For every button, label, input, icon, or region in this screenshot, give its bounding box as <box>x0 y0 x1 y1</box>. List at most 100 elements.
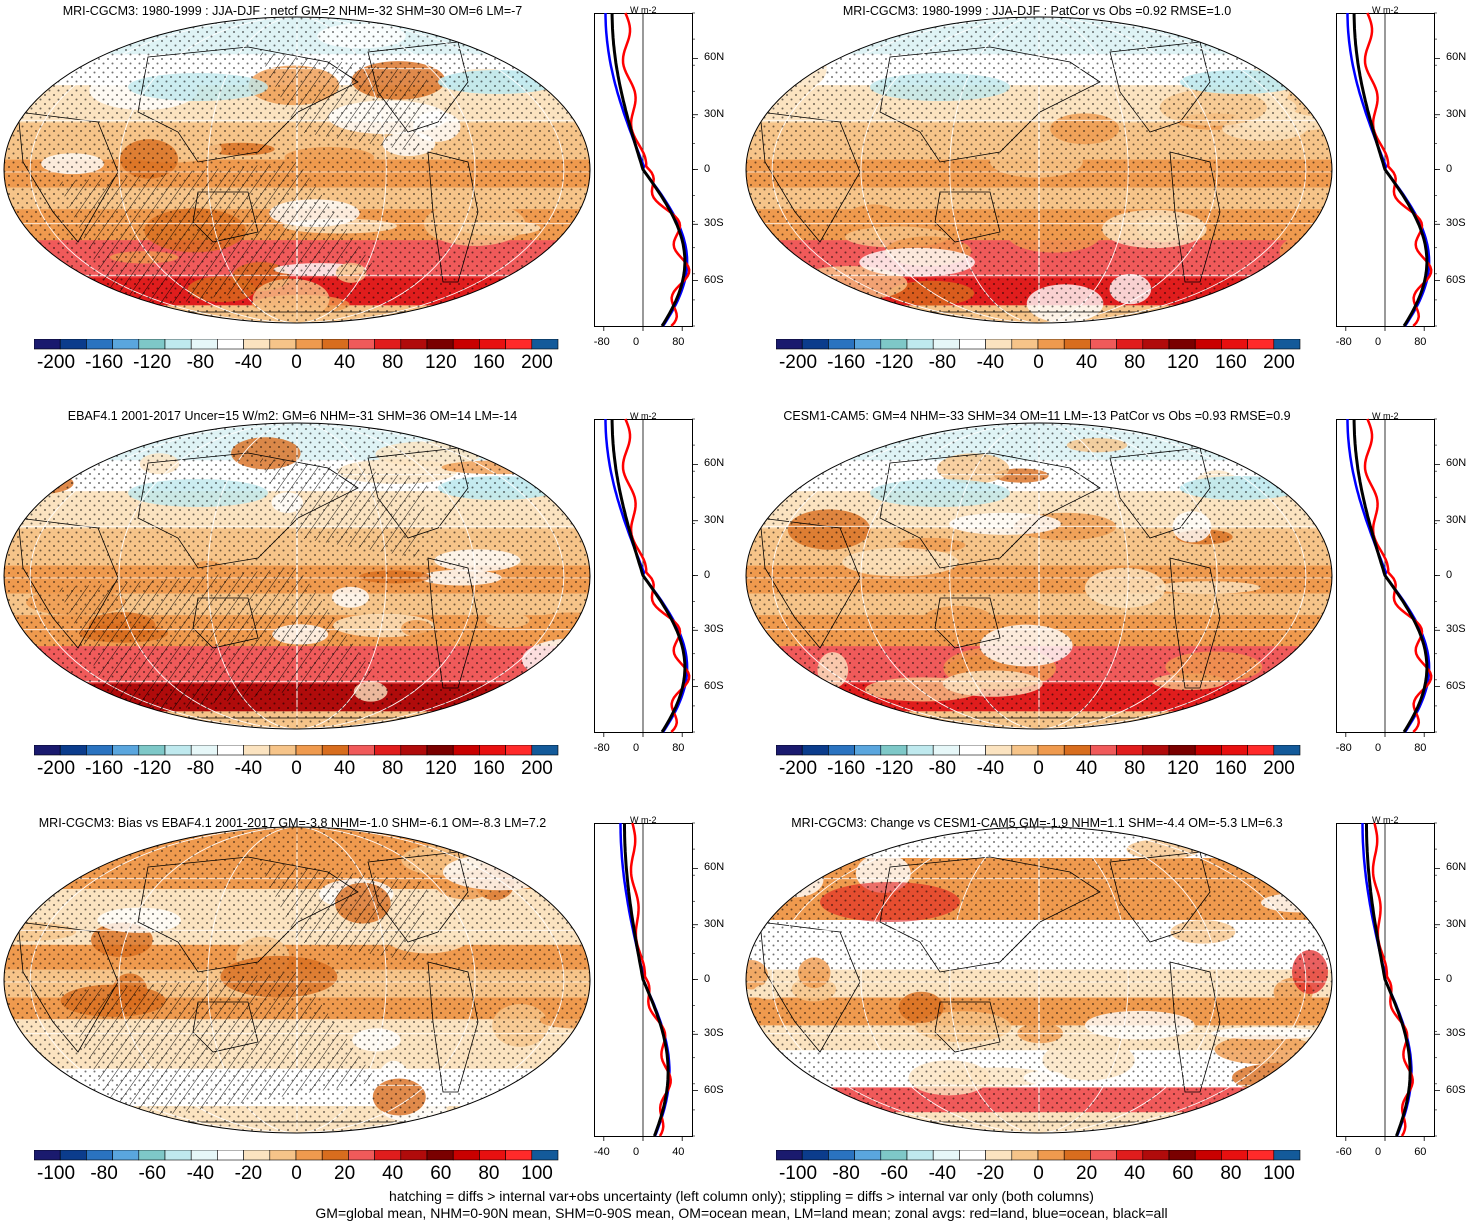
zonal-x-tick-label: -80 <box>593 742 610 754</box>
colorbar-swatch <box>531 339 559 350</box>
zonal-unit-label: W m-2 <box>630 411 657 421</box>
colorbar-tick-label: 100 <box>1263 1163 1295 1184</box>
colorbar-tick-label: 60 <box>1172 1163 1194 1184</box>
latitude-label: 60S <box>704 273 724 286</box>
panel-1: MRI-CGCM3: 1980-1999 : JJA-DJF : netcf G… <box>0 0 740 400</box>
zonal-curve-all <box>1352 419 1429 733</box>
latitude-label: 0 <box>1446 162 1453 175</box>
global-map <box>3 826 591 1134</box>
colorbar-tick-label: -40 <box>928 1163 957 1184</box>
zonal-x-tick-label: -80 <box>593 336 610 348</box>
colorbar-swatch <box>880 1150 908 1161</box>
zonal-curve-all <box>623 823 670 1137</box>
colorbar-swatch <box>348 1150 375 1161</box>
colorbar-swatch <box>531 745 559 756</box>
colorbar-labels: -200 -160 -120 -80 -40 0 40 80 120 160 200 <box>34 758 558 782</box>
colorbar-swatch <box>34 339 61 350</box>
latitude-label: 30S <box>704 1027 724 1040</box>
colorbar-swatch <box>1247 745 1275 756</box>
colorbar-swatch <box>1011 339 1039 350</box>
zonal-x-tick-label: 40 <box>672 1146 685 1158</box>
colorbar-swatch <box>479 339 506 350</box>
colorbar-tick-label: 120 <box>1166 758 1199 779</box>
colorbar-swatch <box>1247 1150 1275 1161</box>
colorbar-swatch <box>1142 1150 1170 1161</box>
colorbar-tick-label: -200 <box>778 758 818 779</box>
colorbar-swatch <box>164 339 192 350</box>
colorbar-tick-label: 120 <box>424 352 457 373</box>
colorbar-swatch <box>86 1150 113 1161</box>
colorbar-swatch <box>1221 745 1248 756</box>
latitude-label: 0 <box>704 162 711 175</box>
colorbar-tick-label: -120 <box>875 758 914 779</box>
zonal-x-tick-label: 0 <box>1375 742 1382 754</box>
latitude-label: 60N <box>1446 51 1467 64</box>
colorbar-tick-label: 0 <box>291 758 302 779</box>
colorbar-swatch <box>243 1150 271 1161</box>
colorbar-swatch <box>1090 745 1117 756</box>
colorbar-swatch <box>985 1150 1013 1161</box>
colorbar-tick-label: -120 <box>133 758 172 779</box>
global-map <box>745 422 1333 730</box>
colorbar-swatch <box>906 339 934 350</box>
zonal-x-tick-label: 60 <box>1414 1146 1427 1158</box>
colorbar-labels: -100 -80 -60 -40 -20 0 20 40 60 80 100 <box>34 1163 558 1187</box>
colorbar-swatch <box>1011 745 1039 756</box>
zonal-curve-land <box>621 12 691 327</box>
colorbar-swatch <box>86 745 113 756</box>
colorbar-swatch <box>321 339 349 350</box>
colorbar-swatch <box>269 745 297 756</box>
colorbar-swatch <box>1273 339 1301 350</box>
zonal-curve-land <box>1363 12 1433 327</box>
colorbar-swatch <box>985 745 1013 756</box>
zonal-x-tick-label: 0 <box>1375 1146 1382 1158</box>
colorbar-tick-label: -80 <box>832 1163 860 1184</box>
colorbar-swatch <box>34 1150 61 1161</box>
colorbar-swatch <box>985 339 1013 350</box>
colorbar-swatch <box>426 1150 454 1161</box>
colorbar-swatch <box>776 745 803 756</box>
zonal-x-tick-label: 80 <box>1414 336 1427 348</box>
colorbar-swatch <box>348 339 375 350</box>
colorbar-swatch <box>243 745 271 756</box>
global-map <box>3 422 591 730</box>
colorbar-swatch <box>269 1150 297 1161</box>
colorbar-swatch <box>374 339 402 350</box>
colorbar-swatch <box>400 1150 428 1161</box>
colorbar-tick-label: 200 <box>1263 758 1295 779</box>
colorbar-swatch <box>59 745 87 756</box>
colorbar-tick-label: -80 <box>186 352 215 373</box>
panel-title: MRI-CGCM3: Change vs CESM1-CAM5 GM=-1.9 … <box>791 816 1283 830</box>
colorbar-tick-label: -40 <box>234 758 263 779</box>
panel-4: CESM1-CAM5: GM=4 NHM=-33 SHM=34 OM=11 LM… <box>742 403 1482 803</box>
panel-title: EBAF4.1 2001-2017 Uncer=15 W/m2: GM=6 NH… <box>67 409 518 423</box>
colorbar-swatch <box>801 745 829 756</box>
colorbar-tick-label: -80 <box>90 1163 118 1184</box>
colorbar-tick-label: -40 <box>186 1163 215 1184</box>
colorbar-tick-label: 160 <box>1215 758 1247 779</box>
zonal-x-tick-label: 0 <box>633 336 640 348</box>
latitude-label: 60N <box>704 457 725 470</box>
zonal-x-tick-label: 80 <box>672 336 685 348</box>
global-map <box>745 826 1333 1134</box>
colorbar-swatch <box>854 1150 882 1161</box>
zonal-x-tick-label: 0 <box>633 742 640 754</box>
latitude-label: 30N <box>704 917 725 930</box>
colorbar-swatch <box>531 1150 559 1161</box>
colorbar-swatch <box>400 745 428 756</box>
panel-3: EBAF4.1 2001-2017 Uncer=15 W/m2: GM=6 NH… <box>0 403 740 803</box>
zonal-curve-land <box>1371 822 1414 1137</box>
colorbar-swatch <box>34 745 61 756</box>
latitude-label: 30S <box>1446 623 1466 636</box>
colorbar-swatch <box>138 339 166 350</box>
colorbar-tick-label: -20 <box>976 1163 1005 1184</box>
colorbar-tick-label: -200 <box>778 352 818 373</box>
zonal-unit-label: W m-2 <box>1372 815 1399 825</box>
colorbar-tick-label: -60 <box>138 1163 166 1184</box>
colorbar-tick-label: -100 <box>36 1163 76 1184</box>
colorbar-tick-label: 80 <box>478 1163 500 1184</box>
colorbar-swatch <box>321 745 349 756</box>
colorbar-swatch <box>854 745 882 756</box>
colorbar-tick-label: -80 <box>186 758 215 779</box>
colorbar-swatch <box>1037 339 1065 350</box>
